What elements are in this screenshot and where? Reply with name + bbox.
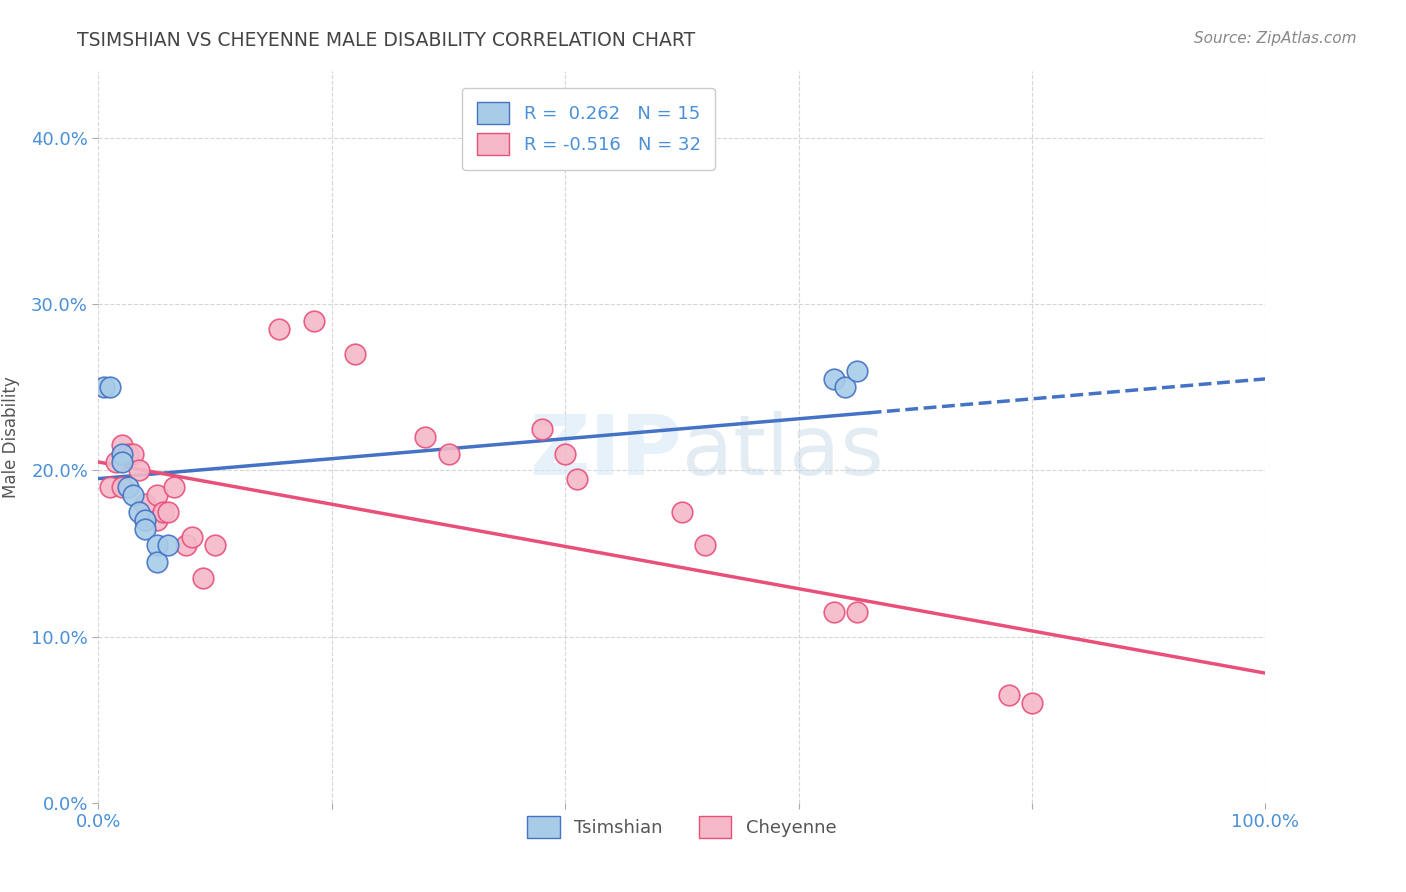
Point (846, 605, 869, 619)
Point (128, 463, 150, 477)
Point (134, 521, 156, 535)
Point (93, 380, 115, 394)
Point (269, 322, 291, 336)
Point (117, 447, 139, 461)
Point (111, 447, 134, 461)
Point (554, 447, 576, 461)
Point (846, 363, 869, 377)
Point (128, 505, 150, 519)
Text: atlas: atlas (682, 411, 883, 492)
Point (134, 513, 156, 527)
Point (163, 480, 186, 494)
Point (152, 505, 174, 519)
Point (823, 372, 845, 386)
Point (111, 438, 134, 452)
Point (193, 571, 215, 585)
Point (104, 455, 127, 469)
Point (122, 447, 145, 461)
Point (157, 505, 180, 519)
Point (98, 480, 121, 494)
Text: ZIP: ZIP (530, 411, 682, 492)
Point (413, 430, 436, 444)
Text: TSIMSHIAN VS CHEYENNE MALE DISABILITY CORRELATION CHART: TSIMSHIAN VS CHEYENNE MALE DISABILITY CO… (77, 31, 696, 50)
Point (134, 513, 156, 527)
Point (304, 314, 326, 328)
Point (834, 380, 856, 394)
Point (122, 488, 145, 502)
Point (146, 488, 169, 502)
Point (565, 472, 588, 486)
Point (997, 688, 1019, 702)
Point (117, 480, 139, 494)
Point (146, 538, 169, 552)
Point (1021, 696, 1043, 710)
Point (204, 538, 226, 552)
Point (180, 530, 202, 544)
Legend: Tsimshian, Cheyenne: Tsimshian, Cheyenne (520, 808, 844, 845)
Point (111, 455, 134, 469)
Point (530, 422, 553, 436)
Point (146, 513, 169, 527)
Point (671, 505, 693, 519)
Y-axis label: Male Disability: Male Disability (1, 376, 20, 498)
Point (98, 380, 121, 394)
Point (157, 538, 180, 552)
Point (174, 538, 197, 552)
Point (344, 347, 367, 361)
Point (146, 555, 169, 569)
Point (437, 447, 460, 461)
Text: Source: ZipAtlas.com: Source: ZipAtlas.com (1194, 31, 1357, 46)
Point (134, 497, 156, 511)
Point (695, 538, 717, 552)
Point (823, 605, 845, 619)
Point (111, 480, 134, 494)
